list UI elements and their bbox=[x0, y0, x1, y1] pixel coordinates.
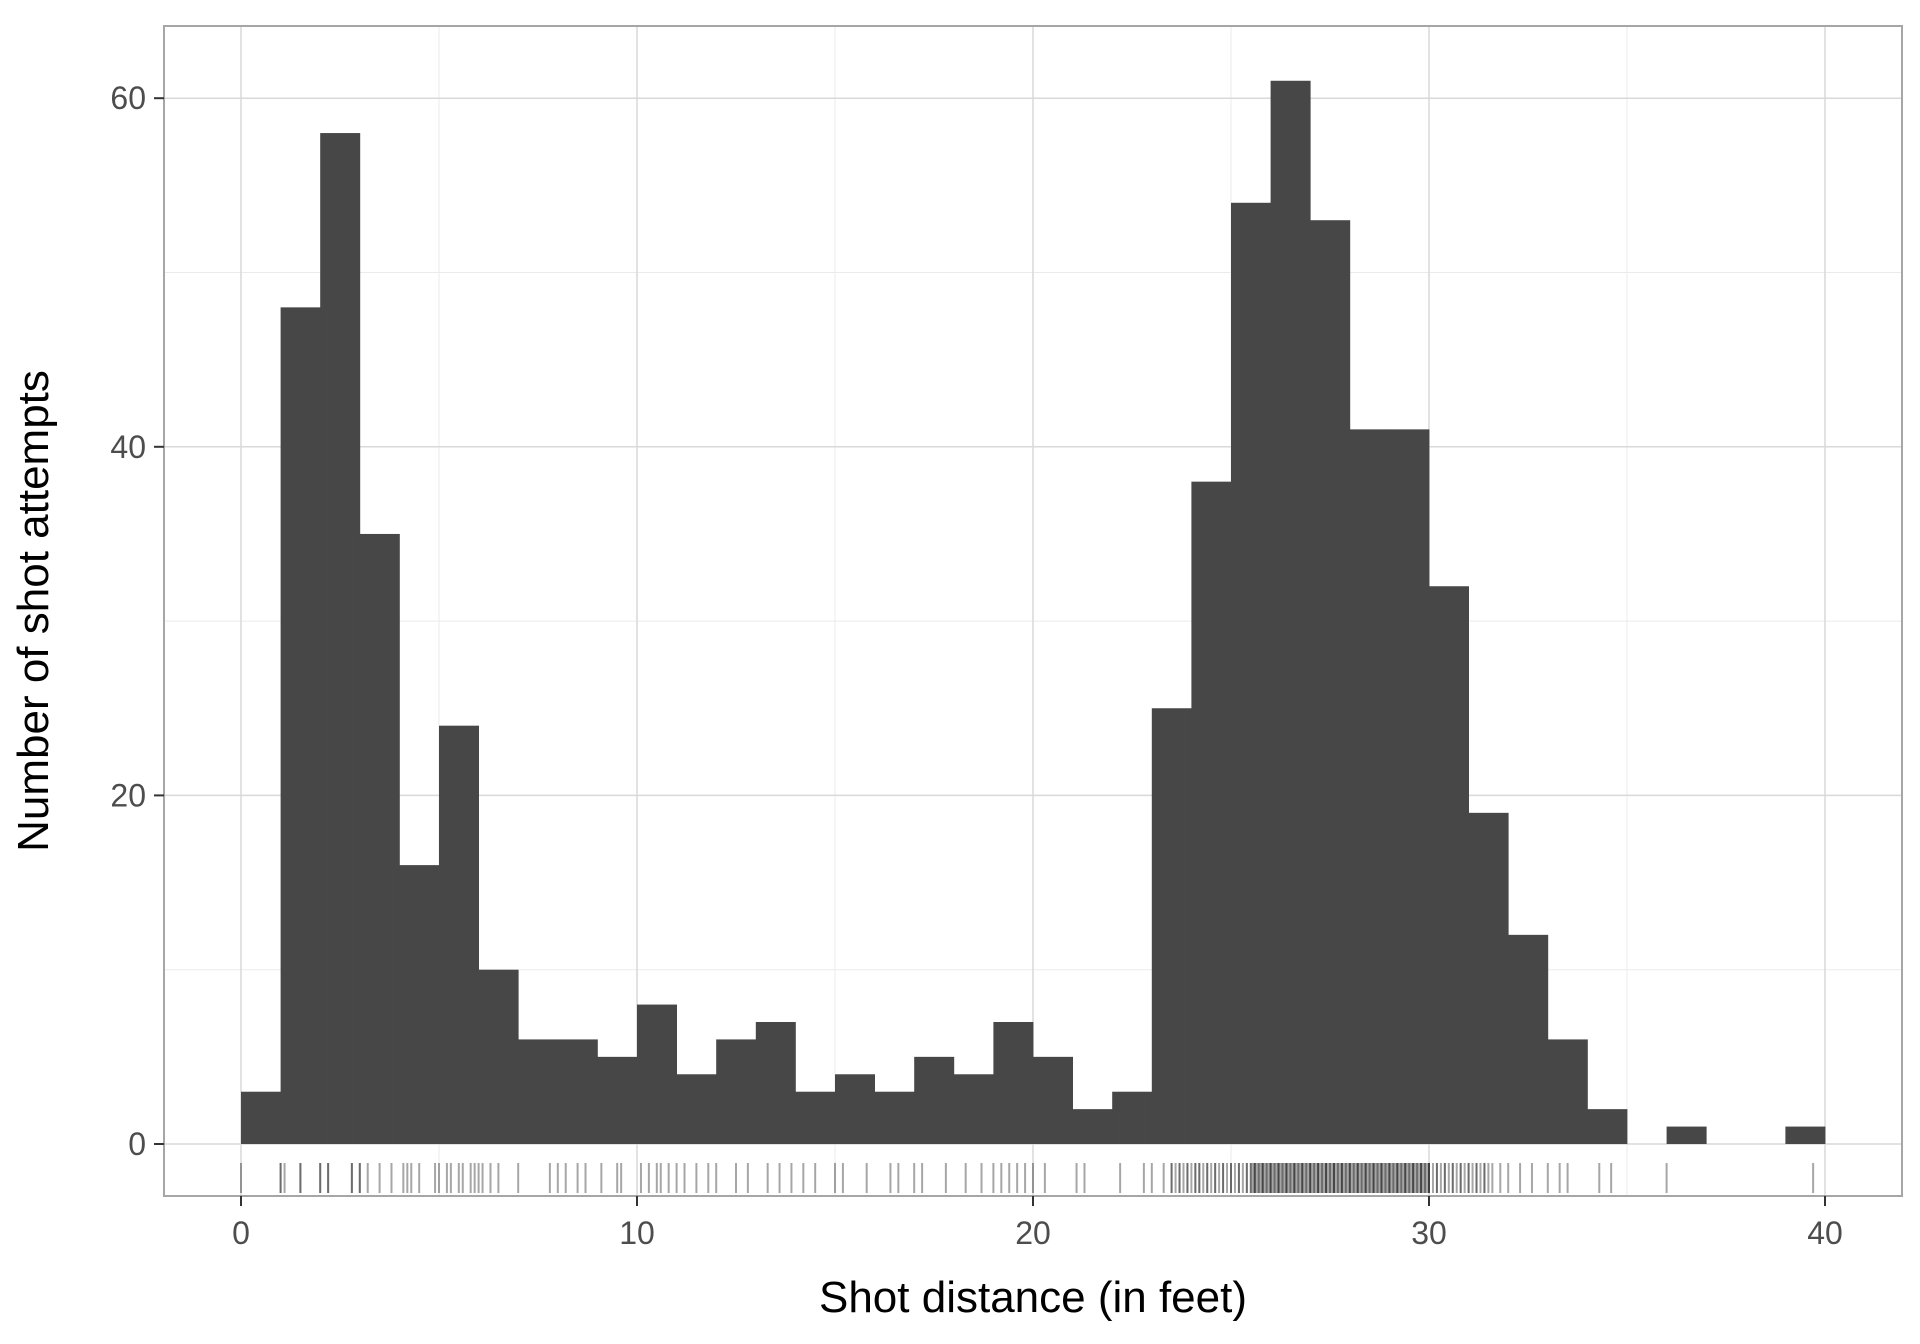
histogram-bar bbox=[557, 1039, 598, 1144]
histogram-bar bbox=[835, 1074, 875, 1144]
histogram-bar bbox=[1072, 1109, 1113, 1144]
x-tick-label: 0 bbox=[232, 1215, 250, 1251]
x-tick-label: 10 bbox=[619, 1215, 655, 1251]
histogram-bars bbox=[241, 80, 1826, 1144]
histogram-bar bbox=[478, 969, 519, 1144]
rug-marks bbox=[240, 1163, 1815, 1193]
histogram-bar bbox=[716, 1039, 757, 1144]
histogram-bar bbox=[1191, 481, 1232, 1144]
histogram-bar bbox=[1112, 1091, 1153, 1144]
histogram-bar bbox=[597, 1056, 638, 1144]
histogram-bar bbox=[914, 1056, 955, 1144]
histogram-bar bbox=[755, 1021, 796, 1144]
x-tick-label: 40 bbox=[1807, 1215, 1843, 1251]
histogram-bar bbox=[637, 1004, 677, 1144]
histogram-bar bbox=[359, 533, 400, 1144]
histogram-bar bbox=[1151, 708, 1192, 1144]
x-axis: 0 10 20 30 40 bbox=[232, 1196, 1843, 1251]
histogram-bar bbox=[795, 1091, 836, 1144]
histogram-bar bbox=[1270, 80, 1311, 1144]
histogram-bar bbox=[1587, 1109, 1628, 1144]
x-tick-label: 30 bbox=[1411, 1215, 1447, 1251]
x-axis-title: Shot distance (in feet) bbox=[819, 1273, 1247, 1322]
y-tick-label: 40 bbox=[110, 429, 146, 465]
histogram-bar bbox=[399, 865, 440, 1144]
y-tick-label: 20 bbox=[110, 777, 146, 813]
y-tick-label: 60 bbox=[110, 80, 146, 116]
histogram-bar bbox=[1310, 220, 1351, 1144]
histogram-bar bbox=[676, 1074, 717, 1144]
histogram-bar bbox=[439, 725, 479, 1144]
y-axis-title: Number of shot attempts bbox=[9, 370, 58, 852]
histogram-bar bbox=[1785, 1126, 1826, 1144]
y-tick-label: 0 bbox=[128, 1126, 146, 1162]
histogram-bar bbox=[1429, 586, 1469, 1144]
histogram-bar bbox=[874, 1091, 915, 1144]
x-tick-label: 20 bbox=[1015, 1215, 1051, 1251]
histogram-bar bbox=[1349, 429, 1390, 1144]
histogram-bar bbox=[953, 1074, 994, 1144]
histogram-bar bbox=[1231, 202, 1271, 1144]
histogram-bar bbox=[518, 1039, 559, 1144]
histogram-bar bbox=[1033, 1056, 1073, 1144]
histogram-bar bbox=[993, 1021, 1034, 1144]
histogram-bar bbox=[280, 307, 321, 1144]
histogram-bar bbox=[1508, 934, 1549, 1144]
y-axis: 0 20 40 60 bbox=[110, 80, 164, 1162]
histogram-bar bbox=[1389, 429, 1430, 1144]
histogram-bar bbox=[320, 133, 361, 1144]
histogram-bar bbox=[1468, 812, 1509, 1144]
histogram-bar bbox=[1547, 1039, 1588, 1144]
histogram-bar bbox=[1666, 1126, 1707, 1144]
histogram-bar bbox=[241, 1091, 281, 1144]
